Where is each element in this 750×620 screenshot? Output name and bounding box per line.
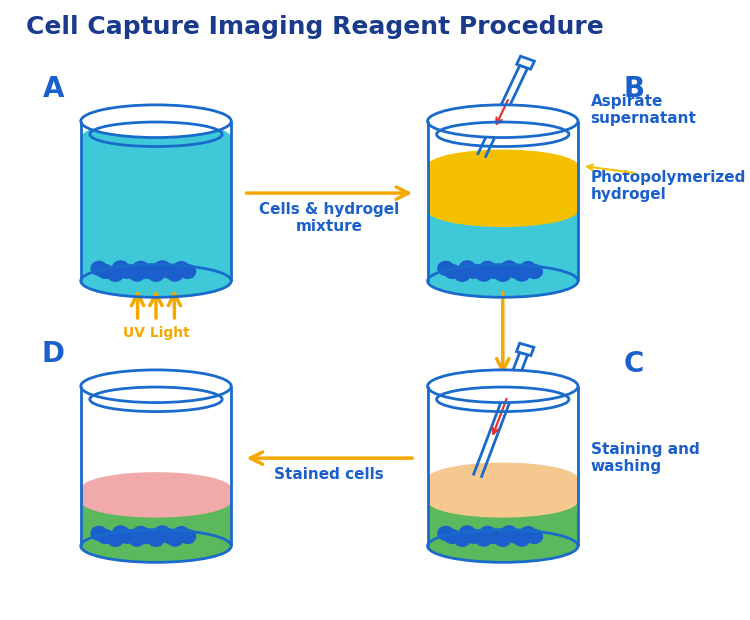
Text: B: B — [624, 74, 645, 102]
Text: A: A — [43, 74, 64, 102]
Circle shape — [98, 529, 113, 543]
Circle shape — [444, 265, 460, 278]
Circle shape — [501, 526, 517, 540]
Polygon shape — [517, 56, 535, 69]
Ellipse shape — [427, 105, 578, 138]
Circle shape — [167, 532, 183, 546]
Circle shape — [148, 533, 164, 546]
Circle shape — [160, 529, 176, 543]
Ellipse shape — [427, 485, 578, 518]
Ellipse shape — [81, 121, 231, 154]
Circle shape — [180, 265, 196, 278]
Polygon shape — [517, 343, 534, 356]
Circle shape — [508, 264, 524, 278]
Circle shape — [160, 264, 176, 278]
Text: Cell Capture Imaging Reagent Procedure: Cell Capture Imaging Reagent Procedure — [26, 15, 604, 39]
Circle shape — [486, 265, 502, 278]
Ellipse shape — [81, 485, 231, 518]
Ellipse shape — [427, 194, 578, 227]
Ellipse shape — [81, 529, 231, 562]
Ellipse shape — [427, 265, 578, 298]
Circle shape — [460, 261, 476, 275]
Ellipse shape — [81, 472, 231, 505]
Circle shape — [112, 261, 128, 275]
Circle shape — [133, 526, 148, 540]
Text: UV Light: UV Light — [122, 326, 189, 340]
Bar — [427, 501, 578, 546]
Circle shape — [98, 265, 113, 278]
Ellipse shape — [81, 485, 231, 518]
Circle shape — [454, 267, 470, 281]
Circle shape — [180, 529, 196, 543]
Bar — [427, 479, 578, 501]
Circle shape — [501, 261, 517, 275]
Text: Staining and
washing: Staining and washing — [590, 442, 699, 474]
Ellipse shape — [427, 485, 578, 518]
Ellipse shape — [427, 529, 578, 562]
Circle shape — [460, 526, 476, 540]
Circle shape — [495, 267, 511, 281]
Circle shape — [167, 267, 183, 281]
Circle shape — [140, 265, 155, 278]
Circle shape — [129, 267, 145, 281]
Bar — [427, 211, 578, 281]
Circle shape — [154, 261, 170, 275]
Bar — [427, 166, 578, 211]
Text: D: D — [41, 340, 64, 368]
Text: C: C — [624, 350, 644, 378]
Circle shape — [526, 265, 542, 278]
Circle shape — [438, 526, 454, 540]
Circle shape — [173, 527, 189, 541]
Ellipse shape — [81, 370, 231, 402]
Text: Stained cells: Stained cells — [274, 467, 384, 482]
Circle shape — [514, 532, 529, 546]
Ellipse shape — [427, 463, 578, 495]
Ellipse shape — [427, 370, 578, 402]
Circle shape — [454, 533, 470, 546]
Circle shape — [476, 532, 492, 546]
Ellipse shape — [427, 149, 578, 182]
Circle shape — [480, 262, 496, 275]
Circle shape — [514, 267, 529, 281]
Circle shape — [486, 529, 502, 543]
Circle shape — [154, 526, 170, 540]
Text: Photopolymerized
hydrogel: Photopolymerized hydrogel — [590, 169, 746, 202]
Ellipse shape — [427, 194, 578, 227]
Circle shape — [112, 526, 128, 540]
Circle shape — [438, 262, 454, 275]
Circle shape — [466, 264, 482, 278]
Circle shape — [129, 532, 145, 546]
Circle shape — [148, 267, 164, 281]
Circle shape — [476, 267, 492, 281]
Circle shape — [508, 529, 524, 543]
Circle shape — [444, 529, 460, 543]
Circle shape — [480, 526, 496, 540]
Ellipse shape — [81, 105, 231, 138]
Circle shape — [495, 533, 511, 546]
Ellipse shape — [81, 265, 231, 298]
Bar — [81, 138, 231, 281]
Circle shape — [140, 529, 155, 543]
Circle shape — [119, 264, 135, 278]
Bar — [81, 501, 231, 546]
Circle shape — [119, 529, 135, 543]
Circle shape — [526, 529, 542, 543]
Bar — [81, 489, 231, 501]
Circle shape — [173, 262, 189, 275]
Circle shape — [520, 527, 536, 541]
Circle shape — [107, 267, 124, 281]
Circle shape — [466, 529, 482, 543]
Circle shape — [520, 262, 536, 275]
Circle shape — [91, 262, 107, 275]
Circle shape — [91, 526, 107, 540]
Circle shape — [133, 262, 148, 275]
Text: Aspirate
supernatant: Aspirate supernatant — [590, 94, 697, 126]
Text: Cells & hydrogel
mixture: Cells & hydrogel mixture — [260, 202, 400, 234]
Circle shape — [107, 533, 124, 546]
